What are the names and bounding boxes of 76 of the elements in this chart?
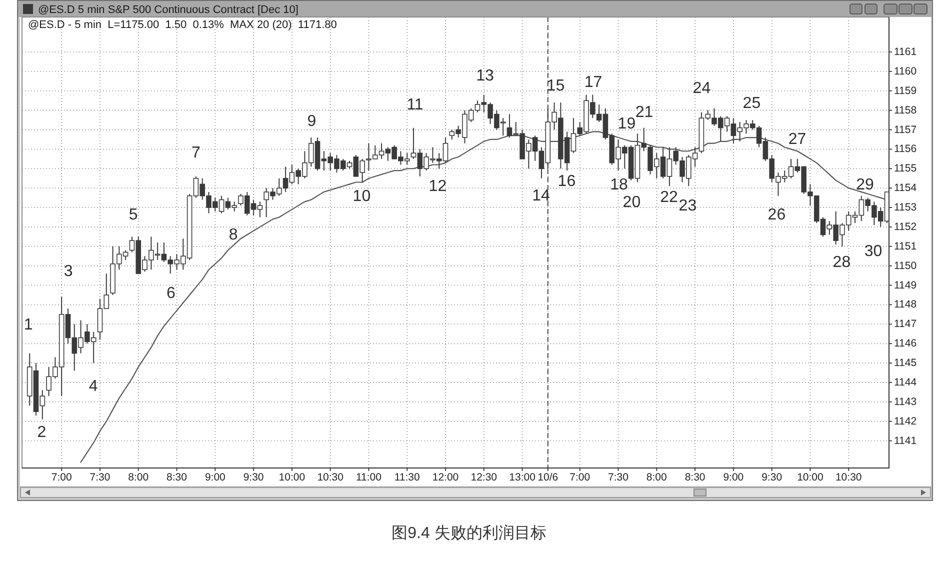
x-tick-label: 9:00 [204,472,226,484]
annotation: 19 [618,116,636,132]
annotation: 8 [228,226,238,244]
x-tick-label: 7:00 [51,472,72,484]
annotation: 25 [742,94,761,112]
y-tick-label: 1157 [894,124,917,136]
y-tick-label: 1153 [894,202,917,214]
x-tick-label: 7:30 [608,472,629,484]
y-tick-label: 1155 [894,162,917,175]
x-tick-label: 11:30 [394,472,420,484]
y-tick-label: 1148 [894,298,917,311]
annotation: 15 [546,78,565,94]
annotation: 16 [558,173,576,190]
annotation: 26 [768,206,786,224]
x-tick-label: 9:30 [762,472,782,484]
annotation: 18 [610,176,628,194]
x-tick-label: 10:00 [278,472,306,484]
annotation: 1 [24,316,33,334]
y-tick-label: 1146 [894,338,917,350]
x-tick-label: 9:30 [243,472,264,484]
y-tick-label: 1160 [894,65,917,78]
x-tick-label: 7:00 [570,472,590,484]
y-tick-label: 1143 [894,396,917,408]
annotation: 29 [856,176,874,194]
x-tick-label: 12:30 [470,472,498,484]
annotation: 10 [352,188,371,206]
y-tick-label: 1151 [894,240,917,252]
x-tick-label: 8:30 [166,472,188,484]
x-tick-label: 11:00 [356,472,382,484]
x-tick-label: 9:00 [723,472,744,484]
x-tick-label: 10:30 [317,472,344,484]
annotation: 27 [788,130,806,148]
annotation: 9 [307,113,316,130]
annotation: 11 [406,96,424,114]
x-tick-label: 10/6 [538,472,558,484]
annotation: @ES.D - 5 min L=1175.00 1.50 0.13% MAX 20 (20) 1171.80 [28,19,337,31]
annotation: 30 [864,243,882,260]
y-tick-label: 1156 [894,143,917,156]
y-tick-label: 1154 [894,182,917,194]
y-tick-label: 1161 [894,46,917,58]
y-tick-label: 1145 [894,357,917,370]
annotation: 28 [832,254,851,272]
y-tick-label: 1158 [894,104,917,116]
annotation: 2 [37,424,46,442]
y-tick-label: 1141 [894,434,917,447]
x-tick-label: 8:30 [684,472,706,484]
y-tick-label: 1144 [894,376,917,388]
x-tick-label: 12:00 [432,472,459,484]
y-tick-label: 1142 [894,415,917,428]
annotation: 13 [476,68,494,84]
y-tick-label: 1150 [894,260,917,272]
annotation: 23 [678,198,697,214]
caption: 图9.4 失败的利润目标 [392,524,546,542]
y-tick-label: 1147 [894,318,917,330]
chart-title: @ES.D 5 min S&P 500 Continuous Contract [Dec 10] [38,4,298,16]
annotation: 14 [532,188,550,204]
x-tick-label: 7:30 [90,472,110,484]
y-tick-label: 1159 [894,84,917,97]
annotation: 17 [584,74,602,92]
y-tick-label: 1152 [894,220,917,233]
x-tick-label: 10:30 [835,472,862,484]
annotation: 5 [128,206,138,224]
x-tick-label: 8:00 [128,472,149,484]
annotation: 20 [622,194,641,212]
x-tick-label: 8:00 [646,472,668,484]
annotation: 22 [660,188,678,206]
y-tick-label: 1149 [894,279,917,292]
annotation: 4 [88,378,98,396]
annotation: 7 [192,144,201,162]
annotation: 3 [64,263,73,280]
annotation: 6 [166,284,176,302]
x-tick-label: 13:00 [509,472,536,484]
annotation: 24 [692,80,711,97]
annotation: 12 [428,178,447,196]
annotation: 21 [635,104,654,122]
x-tick-label: 10:00 [797,472,824,484]
